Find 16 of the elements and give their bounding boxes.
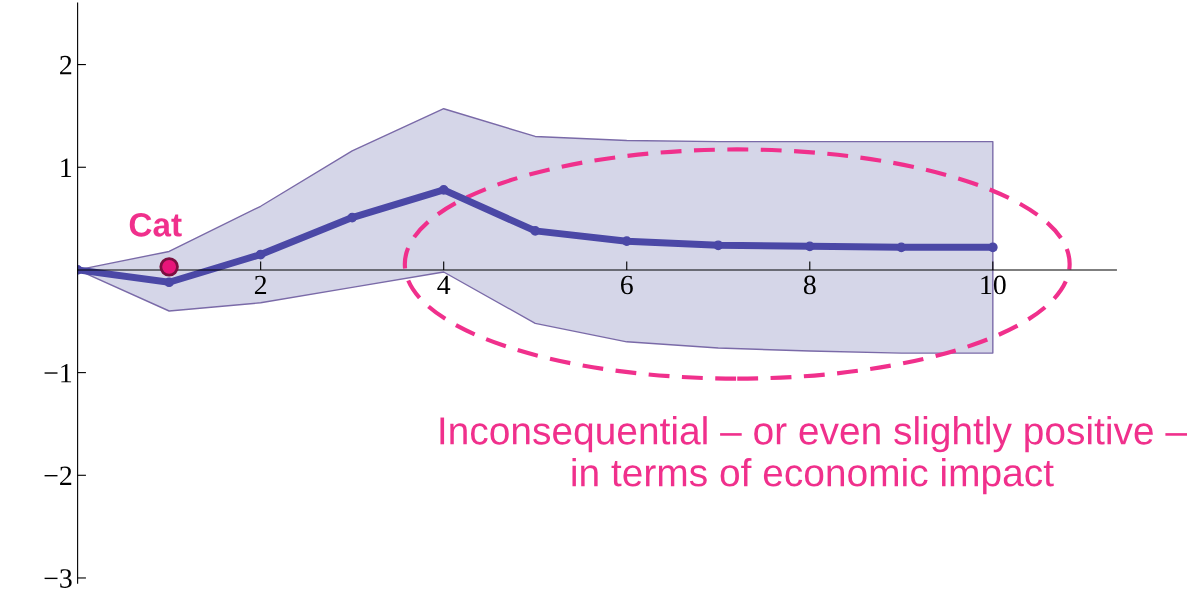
y-tick-label: −1	[44, 363, 72, 383]
x-tick-label: 4	[437, 275, 451, 295]
point	[255, 249, 266, 260]
y-tick-label: 1	[61, 158, 72, 177]
y-tick-label: 2	[60, 55, 72, 75]
x-tick-label: 6	[620, 275, 633, 295]
point	[164, 277, 174, 288]
x-tick-label: 8	[803, 275, 816, 295]
annotation: Cat	[129, 213, 182, 237]
x-tick-label: 10	[981, 275, 1006, 295]
y-tick-label: −2	[44, 466, 72, 485]
point	[438, 184, 449, 195]
point	[347, 212, 358, 223]
y-tick-label: −3	[44, 569, 72, 588]
annotation: Inconsequential – or even slightly positive – in terms of economic impact	[440, 416, 1187, 495]
x-tick-label: 2	[254, 275, 267, 295]
